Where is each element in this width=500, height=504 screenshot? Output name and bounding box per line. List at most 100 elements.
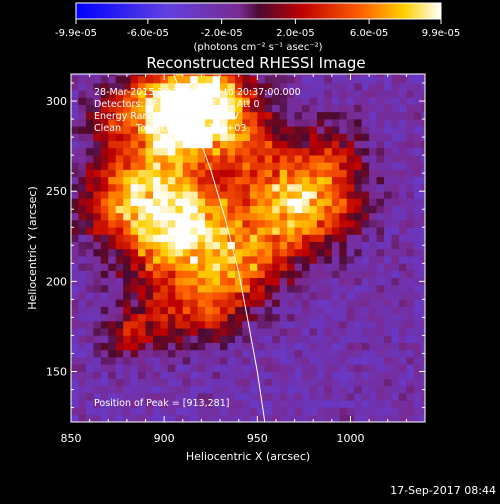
heatmap-cell	[264, 371, 273, 380]
heatmap-cell	[376, 74, 385, 77]
heatmap-cell	[93, 357, 102, 365]
heatmap-cell	[249, 83, 258, 91]
heatmap-cell	[71, 306, 79, 315]
heatmap-cell	[100, 277, 109, 286]
heatmap-cell	[242, 234, 251, 242]
heatmap-cell	[302, 371, 310, 380]
heatmap-cell	[160, 147, 169, 156]
heatmap-cell	[85, 385, 94, 394]
heatmap-cell	[85, 126, 94, 134]
heatmap-cell	[93, 74, 102, 77]
heatmap-cell	[257, 321, 266, 329]
heatmap-cell	[197, 306, 206, 315]
heatmap-cell	[160, 364, 169, 372]
heatmap-cell	[78, 328, 87, 336]
heatmap-cell	[212, 176, 221, 185]
heatmap-cell	[398, 119, 407, 127]
heatmap-cell	[138, 328, 146, 336]
heatmap-cell	[413, 407, 422, 416]
heatmap-cell	[339, 183, 348, 192]
heatmap-cell	[197, 284, 206, 293]
heatmap-cell	[294, 155, 303, 163]
heatmap-cell	[272, 292, 280, 300]
heatmap-cell	[145, 335, 154, 343]
heatmap-cell	[309, 299, 318, 307]
heatmap-cell	[287, 321, 295, 329]
heatmap-cell	[331, 119, 340, 127]
heatmap-cell	[257, 97, 266, 105]
heatmap-cell	[391, 183, 400, 192]
heatmap-cell	[257, 335, 266, 343]
heatmap-cell	[205, 407, 213, 416]
heatmap-cell	[205, 342, 213, 351]
heatmap-cell	[242, 292, 251, 300]
heatmap-cell	[421, 393, 425, 401]
heatmap-cell	[376, 104, 385, 113]
heatmap-cell	[398, 400, 407, 408]
heatmap-cell	[108, 364, 117, 372]
heatmap-cell	[85, 335, 94, 343]
heatmap-cell	[391, 371, 400, 380]
heatmap-cell	[152, 176, 161, 185]
heatmap-cell	[145, 248, 154, 257]
heatmap-cell	[369, 169, 377, 178]
heatmap-cell	[384, 169, 392, 178]
heatmap-cell	[309, 270, 318, 279]
heatmap-cell	[406, 277, 415, 286]
heatmap-cell	[182, 97, 191, 105]
heatmap-cell	[354, 299, 362, 307]
heatmap-cell	[205, 155, 213, 163]
heatmap-cell	[413, 342, 422, 351]
heatmap-cell	[272, 256, 280, 264]
heatmap-cell	[398, 220, 407, 228]
heatmap-cell	[316, 313, 325, 322]
heatmap-cell	[272, 176, 280, 185]
heatmap-cell	[406, 205, 415, 214]
heatmap-cell	[175, 126, 184, 134]
heatmap-cell	[339, 357, 348, 365]
heatmap-cell	[108, 198, 117, 206]
heatmap-cell	[167, 407, 176, 416]
footer-timestamp: 17-Sep-2017 08:44	[390, 484, 496, 497]
heatmap-cell	[354, 393, 362, 401]
heatmap-cell	[369, 191, 377, 199]
heatmap-cell	[167, 299, 176, 307]
heatmap-cell	[234, 284, 243, 293]
heatmap-cell	[145, 414, 154, 422]
heatmap-cell	[376, 277, 385, 286]
heatmap-cell	[108, 97, 117, 105]
heatmap-cell	[376, 191, 385, 199]
heatmap-cell	[100, 176, 109, 185]
heatmap-cell	[272, 227, 280, 235]
heatmap-cell	[309, 198, 318, 206]
heatmap-cell	[369, 234, 377, 242]
heatmap-cell	[100, 104, 109, 113]
heatmap-cell	[182, 400, 191, 408]
heatmap-cell	[354, 248, 362, 257]
heatmap-cell	[398, 407, 407, 416]
heatmap-cell	[182, 306, 191, 315]
heatmap-cell	[93, 400, 102, 408]
heatmap-cell	[324, 90, 333, 98]
heatmap-cell	[242, 349, 251, 358]
heatmap-cell	[361, 126, 370, 134]
heatmap-cell	[294, 241, 303, 250]
heatmap-cell	[190, 263, 198, 271]
heatmap-cell	[175, 119, 184, 127]
heatmap-cell	[384, 400, 392, 408]
heatmap-cell	[115, 385, 124, 394]
heatmap-cell	[398, 263, 407, 271]
heatmap-cell	[339, 140, 348, 149]
heatmap-cell	[406, 378, 415, 387]
heatmap-cell	[272, 191, 280, 199]
heatmap-cell	[398, 335, 407, 343]
heatmap-cell	[369, 292, 377, 300]
heatmap-cell	[391, 212, 400, 221]
heatmap-cell	[287, 140, 295, 149]
heatmap-cell	[339, 335, 348, 343]
heatmap-cell	[115, 83, 124, 91]
heatmap-cell	[145, 97, 154, 105]
heatmap-cell	[376, 198, 385, 206]
heatmap-cell	[287, 335, 295, 343]
heatmap-cell	[167, 241, 176, 250]
